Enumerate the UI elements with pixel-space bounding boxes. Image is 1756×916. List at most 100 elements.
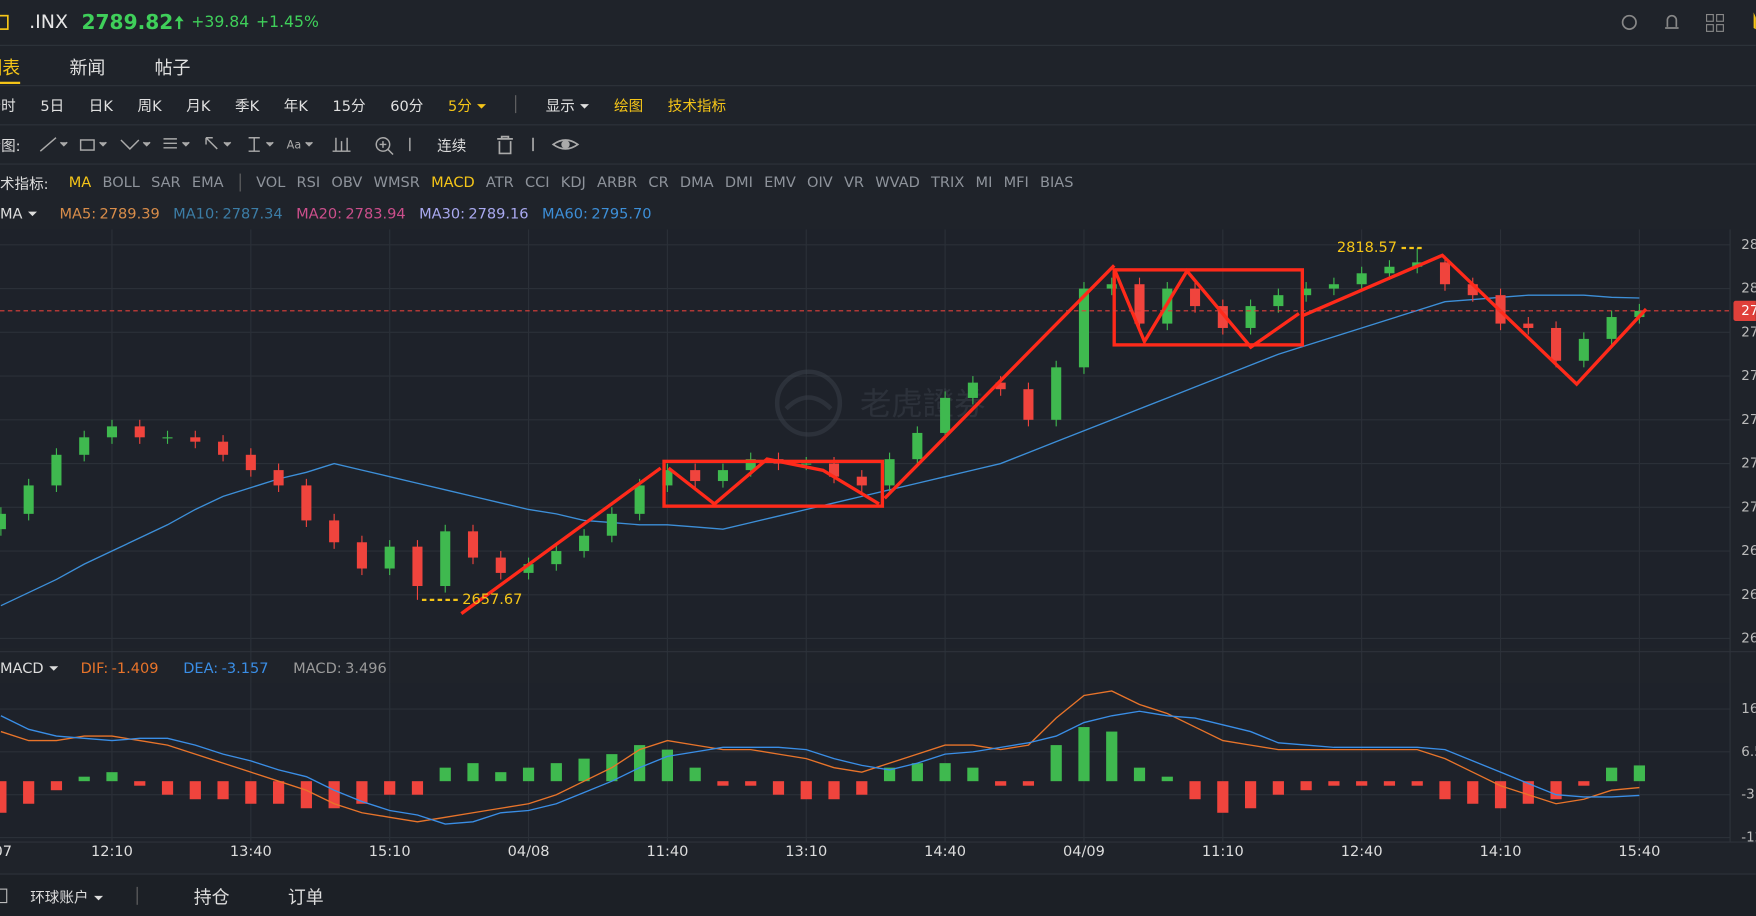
indicator-button[interactable]: ATR: [485, 174, 514, 191]
dif-line: [0, 690, 1640, 823]
ma-item: MA30: 2789.16: [419, 205, 529, 222]
macd-bar: [23, 781, 35, 804]
x-tick-label: 04/09: [1063, 843, 1105, 860]
indicator-button[interactable]: RSI: [296, 174, 321, 191]
menu-button[interactable]: 显示: [546, 94, 590, 115]
indicator-button[interactable]: SAR: [151, 174, 181, 191]
indicator-button[interactable]: MI: [975, 174, 993, 191]
user-drawings[interactable]: [460, 253, 1648, 616]
indicator-button[interactable]: EMA: [191, 174, 224, 191]
indicator-button[interactable]: MACD: [431, 174, 475, 191]
indicator-button[interactable]: KDJ: [560, 174, 586, 191]
period-button[interactable]: 5日: [40, 97, 65, 115]
ma-label: MA60:: [542, 205, 588, 223]
draw-actions[interactable]: [482, 133, 605, 155]
indicator-button[interactable]: CCI: [524, 174, 550, 191]
indicator-button[interactable]: MA: [68, 174, 92, 191]
indicator-button[interactable]: OIV: [807, 174, 833, 191]
menu-button[interactable]: 绘图: [614, 97, 644, 115]
zigzag[interactable]: [1112, 268, 1300, 350]
y-tick-label: 2740: [1741, 413, 1756, 428]
draw-tools[interactable]: Aa: [36, 133, 417, 156]
candle-body: [828, 463, 840, 477]
macd-bar: [1578, 781, 1590, 786]
indicator-button[interactable]: VR: [843, 174, 865, 191]
candle-body: [384, 546, 395, 569]
indicator-button[interactable]: EMV: [764, 174, 796, 191]
macd-bar: [1522, 781, 1534, 804]
macd-bar: [1217, 781, 1229, 813]
indicator-button[interactable]: BOLL: [102, 174, 140, 191]
indicator-button[interactable]: WVAD: [875, 174, 920, 191]
candle-body: [273, 470, 284, 486]
macd-bar: [800, 781, 812, 800]
menu-button[interactable]: 技术指标: [667, 97, 727, 115]
candle-body: [967, 382, 978, 398]
period-button[interactable]: 周K: [137, 97, 162, 115]
candle-body: [0, 513, 6, 530]
period-button[interactable]: 分时: [0, 97, 16, 115]
macd-bar: [300, 781, 312, 809]
y-tick-label: 2700: [1741, 500, 1756, 515]
draw-label: 绘图:: [0, 138, 21, 156]
trend-line[interactable]: [460, 466, 662, 616]
indicator-button[interactable]: BIAS: [1039, 174, 1074, 191]
tab[interactable]: 图表: [0, 57, 21, 79]
y-tick-label: -3: [1741, 788, 1754, 803]
macd-value: 3.496: [345, 660, 387, 677]
macd-label: DIF:: [80, 660, 109, 677]
ma-value: 2795.70: [591, 205, 652, 223]
period-button[interactable]: 15分: [332, 97, 366, 115]
continuous-toggle[interactable]: 连续: [437, 138, 467, 156]
period-button[interactable]: 季K: [235, 97, 260, 115]
candle-body: [356, 542, 367, 569]
period-button[interactable]: 月K: [186, 97, 211, 115]
indicator-button[interactable]: WMSR: [373, 174, 420, 191]
menu-icon[interactable]: [0, 14, 9, 31]
macd-bar: [1272, 781, 1284, 795]
macd-bar: [273, 781, 285, 804]
candle-body: [634, 485, 645, 514]
macd-label: DEA:: [183, 660, 219, 677]
footer-tab[interactable]: 订单: [287, 886, 324, 909]
period-button[interactable]: 日K: [88, 97, 113, 115]
period-button[interactable]: 60分: [390, 97, 424, 115]
candle-body: [551, 551, 562, 565]
range-box[interactable]: [1112, 268, 1305, 347]
zigzag[interactable]: [1301, 253, 1648, 387]
macd-bar: [717, 781, 729, 786]
macd-bar: [495, 772, 507, 782]
indicator-button[interactable]: OBV: [331, 174, 363, 191]
y-tick-label: 2660: [1741, 588, 1756, 603]
candle-body: [1273, 295, 1284, 307]
indicator-button[interactable]: VOL: [256, 174, 286, 191]
indicator-name[interactable]: MACD: [0, 660, 58, 677]
macd-item: DEA: -3.157: [183, 660, 268, 677]
tab[interactable]: 帖子: [154, 57, 191, 79]
indicator-button[interactable]: ARBR: [597, 174, 638, 191]
account-selector[interactable]: 环球账户: [30, 885, 103, 907]
macd-bar: [439, 767, 451, 782]
indicator-name[interactable]: MA: [0, 205, 37, 222]
indicator-button[interactable]: MFI: [1003, 174, 1029, 191]
indicator-button[interactable]: DMA: [679, 174, 714, 191]
divider: [0, 124, 1756, 126]
up-arrow: [174, 15, 184, 30]
candle-body: [1023, 389, 1034, 420]
last-price-tag: [1733, 300, 1756, 321]
macd-item: DIF: -1.409: [81, 660, 159, 677]
macd-bar: [1328, 781, 1340, 786]
divider: [0, 44, 1756, 46]
indicator-button[interactable]: TRIX: [931, 174, 965, 191]
period-button[interactable]: 年K: [283, 97, 308, 115]
header-icons[interactable]: [1613, 9, 1756, 36]
candle-body: [79, 437, 90, 455]
tab[interactable]: 新闻: [69, 57, 106, 79]
indicator-button[interactable]: DMI: [724, 174, 753, 191]
trend-line[interactable]: [883, 264, 1116, 500]
x-tick-label: 14:40: [924, 843, 966, 860]
indicator-button[interactable]: CR: [648, 174, 669, 191]
zigzag[interactable]: [667, 457, 880, 507]
period-button[interactable]: 5分: [448, 94, 486, 115]
footer-tab[interactable]: 持仓: [193, 886, 230, 909]
